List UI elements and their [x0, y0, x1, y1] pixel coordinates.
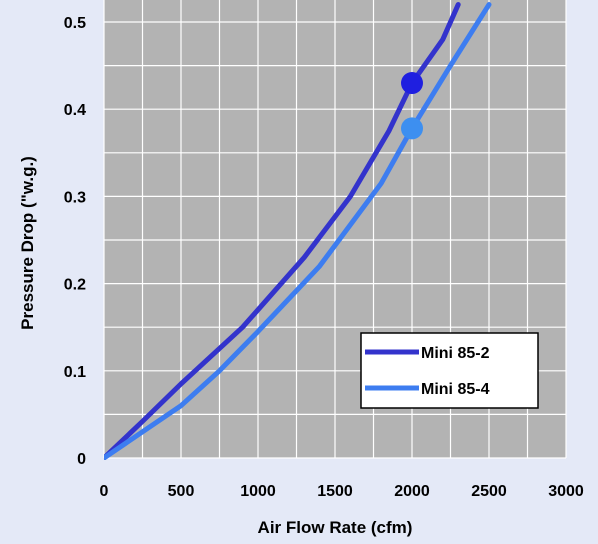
y-tick-label: 0.2 — [64, 277, 86, 294]
y-tick-label: 0.1 — [64, 364, 86, 381]
legend-box — [360, 332, 539, 409]
x-tick-label: 3000 — [548, 483, 584, 500]
legend: Mini 85-2 Mini 85-4 — [360, 332, 539, 409]
y-tick-label: 0 — [77, 451, 86, 468]
x-axis-ticks: 0 500 1000 1500 2000 2500 3000 — [100, 483, 584, 500]
y-axis-title: Pressure Drop ("w.g.) — [18, 156, 37, 330]
series-line-mini-85-2 — [104, 2, 461, 460]
series-markers — [401, 72, 423, 140]
y-tick-label: 0.5 — [64, 15, 86, 32]
legend-label-mini-85-2: Mini 85-2 — [421, 345, 490, 362]
x-tick-label: 1000 — [240, 483, 276, 500]
y-tick-label: 0.4 — [64, 102, 86, 119]
legend-label-mini-85-4: Mini 85-4 — [421, 381, 490, 398]
x-axis-title: Air Flow Rate (cfm) — [258, 518, 413, 537]
x-tick-label: 0 — [100, 483, 109, 500]
series-marker-mini-85-2 — [401, 72, 423, 95]
y-tick-label: 0.3 — [64, 189, 86, 206]
y-axis-ticks: 0 0.1 0.2 0.3 0.4 0.5 — [64, 15, 86, 468]
x-tick-label: 2000 — [394, 483, 430, 500]
x-tick-label: 1500 — [317, 483, 353, 500]
x-tick-label: 2500 — [471, 483, 507, 500]
series-marker-mini-85-4 — [401, 117, 423, 140]
x-tick-label: 500 — [168, 483, 195, 500]
series-lines — [104, 2, 492, 460]
series-line-mini-85-4 — [104, 2, 492, 460]
